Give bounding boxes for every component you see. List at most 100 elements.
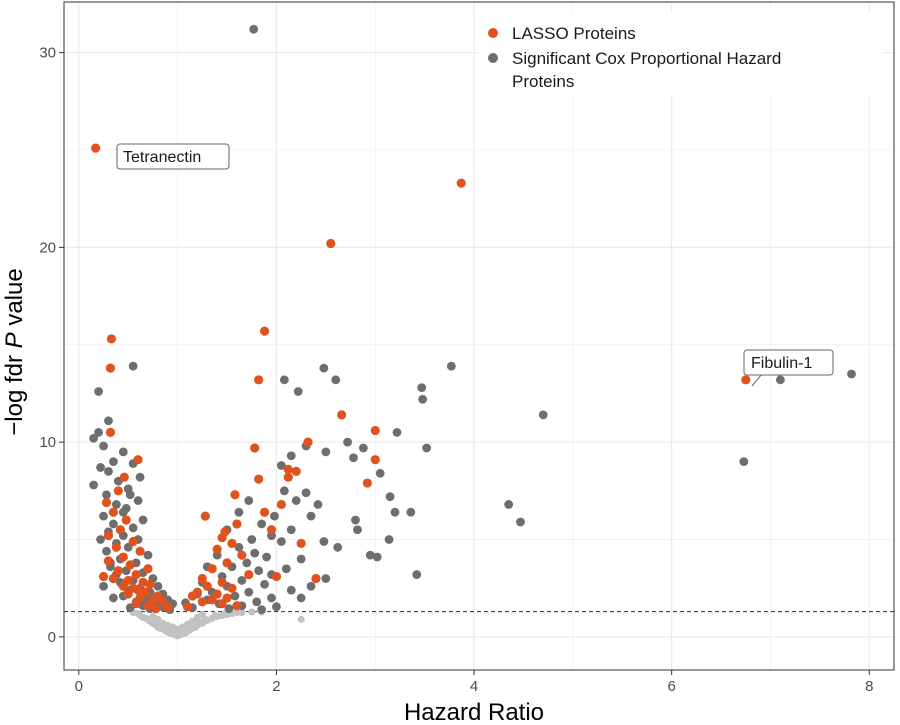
significant-point [237, 576, 247, 585]
significant-point [252, 597, 262, 607]
significant-point [109, 593, 118, 603]
lasso-point [283, 464, 293, 475]
lasso-point [741, 375, 751, 385]
lasso-point [232, 519, 242, 529]
annotation-tetranectin: Tetranectin [116, 143, 230, 170]
significant-point [230, 591, 240, 601]
lasso-point [135, 546, 145, 556]
significant-point [143, 550, 153, 560]
lasso-point [187, 591, 198, 601]
significant-point [319, 363, 329, 373]
significant-point [313, 500, 323, 509]
significant-point [331, 375, 341, 385]
nonsignificant-point [198, 610, 206, 619]
lasso-point [296, 538, 306, 549]
significant-point [384, 535, 394, 544]
lasso-point [227, 538, 237, 549]
significant-point [538, 410, 548, 420]
significant-point [109, 519, 118, 529]
significant-point [375, 468, 385, 478]
lasso-point [217, 577, 227, 587]
significant-point [247, 535, 257, 544]
lasso-point [217, 599, 227, 609]
significant-point [99, 581, 108, 591]
significant-point [293, 387, 303, 396]
significant-point [249, 24, 259, 34]
lasso-point [103, 556, 114, 566]
significant-point [301, 488, 311, 498]
significant-point [234, 542, 244, 552]
lasso-point [125, 560, 135, 570]
significant-point [244, 496, 254, 505]
significant-point [847, 369, 856, 379]
significant-point [135, 472, 145, 482]
lasso-point [113, 566, 123, 576]
x-axis-ticks: 0 2 4 6 8 [75, 670, 873, 695]
lasso-point [311, 573, 321, 584]
lasso-point [227, 583, 237, 593]
legend-label-significant-line1: Significant Cox Proportional Hazard [512, 49, 781, 68]
significant-point [89, 433, 99, 443]
significant-point [349, 453, 358, 463]
lasso-point [456, 178, 466, 188]
significant-point [286, 451, 296, 461]
significant-point [372, 552, 382, 562]
lasso-point [266, 525, 277, 535]
significant-point [96, 463, 105, 472]
nonsignificant-point [188, 617, 197, 625]
x-tick-label: 6 [668, 678, 676, 695]
minor-gridlines [64, 2, 894, 670]
significant-point [281, 564, 291, 574]
lasso-point [145, 579, 155, 589]
lasso-point [182, 602, 193, 612]
significant-point [422, 443, 432, 453]
x-tick-label: 2 [272, 678, 280, 695]
significant-point [153, 581, 163, 591]
significant-point [118, 507, 128, 517]
lasso-point [151, 604, 161, 614]
significant-point [385, 492, 395, 502]
legend-label-lasso: LASSO Proteins [512, 24, 636, 43]
significant-point [102, 490, 111, 500]
significant-point [296, 593, 306, 603]
significant-point [234, 507, 244, 517]
lasso-point [105, 427, 116, 438]
significant-point [89, 480, 99, 490]
significant-point [296, 554, 306, 564]
significant-point [257, 519, 267, 529]
significant-point [138, 515, 148, 525]
lasso-point [259, 326, 270, 336]
significant-point [418, 394, 428, 404]
significant-point [276, 461, 286, 470]
nonsignificant-point [248, 608, 256, 616]
lasso-point [91, 143, 101, 153]
major-gridlines [64, 2, 894, 670]
y-tick-label: 20 [39, 239, 56, 256]
lasso-point [230, 490, 240, 500]
lasso-point [254, 375, 264, 385]
y-tick-label: 30 [39, 45, 56, 62]
significant-point [504, 500, 514, 509]
significant-point [343, 437, 352, 447]
nonsignificant-point [238, 608, 246, 617]
annotation-tetranectin-label: Tetranectin [123, 149, 201, 166]
significant-point [279, 486, 289, 496]
significant-point [133, 496, 143, 505]
lasso-point [237, 550, 247, 560]
annotation-tetranectin-box [116, 143, 230, 170]
lasso-point [106, 334, 117, 344]
significant-point [365, 550, 375, 560]
lasso-point [370, 425, 380, 436]
lasso-point [283, 472, 293, 482]
significant-point [111, 500, 121, 509]
lasso-point [105, 363, 116, 373]
significant-point [390, 507, 400, 517]
y-axis-ticks: 0 10 20 30 [39, 45, 64, 646]
significant-point [321, 574, 331, 583]
lasso-point [123, 589, 133, 599]
lasso-point [108, 573, 119, 584]
significant-point [128, 523, 138, 533]
significant-point [333, 542, 343, 552]
annotation-fibulin-box [743, 349, 834, 376]
y-tick-label: 10 [39, 434, 56, 451]
